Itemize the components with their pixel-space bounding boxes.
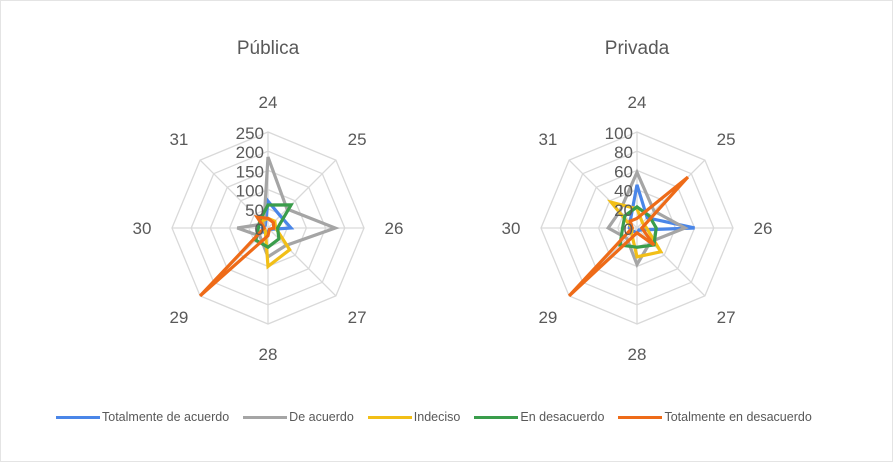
category-label: 26	[754, 219, 773, 238]
legend-item-en-desacuerdo: En desacuerdo	[474, 410, 604, 424]
chart-title-publica: Pública	[237, 38, 300, 59]
category-label: 24	[259, 93, 278, 112]
legend: Totalmente de acuerdo De acuerdo Indecis…	[56, 410, 826, 424]
legend-label: Totalmente en desacuerdo	[664, 410, 812, 424]
category-label: 27	[348, 308, 367, 327]
category-label: 29	[538, 308, 557, 327]
category-label: 31	[169, 130, 188, 149]
category-label: 25	[348, 130, 367, 149]
radial-tick-label: 250	[236, 124, 264, 143]
radial-tick-label: 200	[236, 143, 264, 162]
radial-tick-label: 100	[236, 182, 264, 201]
legend-label: Totalmente de acuerdo	[102, 410, 230, 424]
radial-tick-label: 20	[614, 201, 633, 220]
legend-label: En desacuerdo	[520, 410, 605, 424]
legend-item-totalmente-en-desacuerdo: Totalmente en desacuerdo	[618, 410, 812, 424]
legend-item-totalmente-de-acuerdo: Totalmente de acuerdo	[56, 410, 229, 424]
radial-tick-label: 50	[245, 201, 264, 220]
legend-swatch	[474, 415, 519, 419]
legend-swatch	[56, 415, 100, 419]
category-label: 29	[169, 308, 188, 327]
radial-tick-label: 60	[614, 162, 633, 181]
radial-tick-label: 0	[624, 220, 633, 239]
chart-title-privada: Privada	[605, 38, 670, 59]
category-label: 31	[538, 130, 557, 149]
legend-swatch	[243, 415, 288, 419]
series-line-totalmente-en-desacuerdo	[567, 175, 690, 298]
category-label: 24	[628, 93, 647, 112]
category-label: 30	[502, 219, 521, 238]
legend-swatch	[618, 415, 663, 419]
radial-tick-label: 80	[614, 143, 633, 162]
category-label: 28	[628, 345, 647, 364]
legend-label: De acuerdo	[289, 410, 354, 424]
radial-tick-label: 40	[614, 182, 633, 201]
category-label: 27	[717, 308, 736, 327]
category-label: 26	[385, 219, 404, 238]
category-label: 28	[259, 345, 278, 364]
radial-tick-label: 0	[255, 220, 264, 239]
series-line-totalmente-en-desacuerdo	[198, 215, 276, 298]
category-label: 25	[717, 130, 736, 149]
series-line-de-acuerdo	[605, 168, 689, 269]
radial-tick-label: 100	[605, 124, 633, 143]
legend-swatch	[367, 415, 412, 419]
series-line-en-desacuerdo	[618, 204, 658, 249]
legend-item-de-acuerdo: De acuerdo	[243, 410, 354, 424]
category-label: 30	[133, 219, 152, 238]
radial-tick-label: 150	[236, 162, 264, 181]
legend-item-indeciso: Indeciso	[367, 410, 461, 424]
legend-label: Indeciso	[413, 410, 461, 424]
